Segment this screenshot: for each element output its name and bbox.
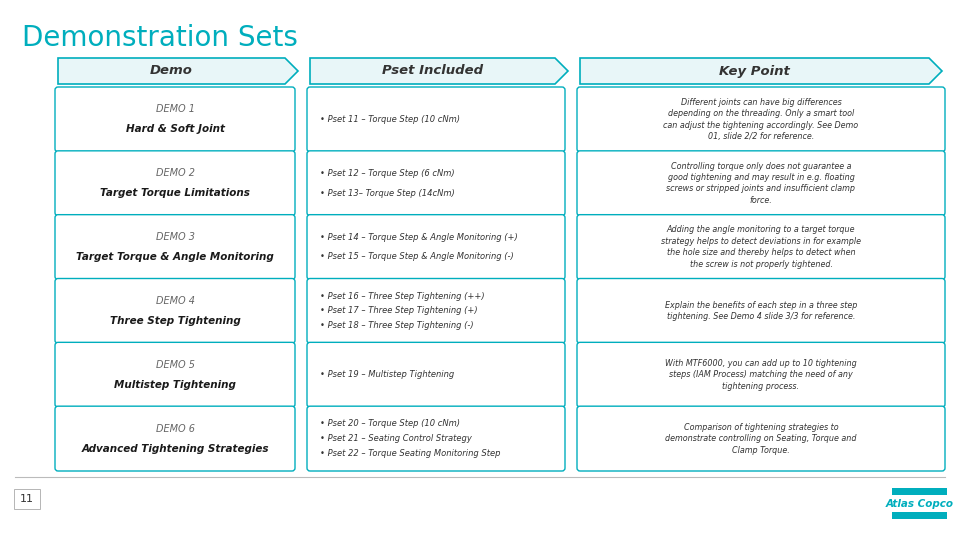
FancyBboxPatch shape [307, 151, 565, 215]
Text: • Pset 15 – Torque Step & Angle Monitoring (-): • Pset 15 – Torque Step & Angle Monitori… [320, 252, 514, 261]
FancyBboxPatch shape [892, 488, 947, 495]
Text: • Pset 22 – Torque Seating Monitoring Step: • Pset 22 – Torque Seating Monitoring St… [320, 449, 500, 458]
Text: DEMO 5: DEMO 5 [156, 360, 195, 370]
FancyBboxPatch shape [55, 151, 295, 215]
Text: • Pset 13– Torque Step (14cNm): • Pset 13– Torque Step (14cNm) [320, 188, 455, 198]
Text: DEMO 6: DEMO 6 [156, 423, 195, 434]
Polygon shape [58, 58, 298, 84]
Text: Demo: Demo [150, 64, 193, 78]
FancyBboxPatch shape [307, 406, 565, 471]
Text: Adding the angle monitoring to a target torque
strategy helps to detect deviatio: Adding the angle monitoring to a target … [661, 225, 861, 269]
FancyBboxPatch shape [307, 279, 565, 343]
FancyBboxPatch shape [55, 215, 295, 280]
FancyBboxPatch shape [14, 489, 40, 509]
FancyBboxPatch shape [55, 279, 295, 343]
Text: Demonstration Sets: Demonstration Sets [22, 24, 298, 52]
Text: • Pset 14 – Torque Step & Angle Monitoring (+): • Pset 14 – Torque Step & Angle Monitori… [320, 233, 517, 242]
Text: • Pset 12 – Torque Step (6 cNm): • Pset 12 – Torque Step (6 cNm) [320, 169, 455, 178]
Text: • Pset 16 – Three Step Tightening (++): • Pset 16 – Three Step Tightening (++) [320, 292, 485, 301]
Text: Three Step Tightening: Three Step Tightening [109, 316, 240, 326]
Text: • Pset 20 – Torque Step (10 cNm): • Pset 20 – Torque Step (10 cNm) [320, 420, 460, 428]
Text: • Pset 18 – Three Step Tightening (-): • Pset 18 – Three Step Tightening (-) [320, 321, 473, 330]
Text: Controlling torque only does not guarantee a
good tightening and may result in e: Controlling torque only does not guarant… [666, 161, 855, 205]
Text: DEMO 1: DEMO 1 [156, 104, 195, 114]
Text: • Pset 19 – Multistep Tightening: • Pset 19 – Multistep Tightening [320, 370, 454, 379]
FancyBboxPatch shape [55, 342, 295, 407]
Text: Atlas Copco: Atlas Copco [885, 499, 953, 509]
Text: 11: 11 [20, 494, 34, 504]
Text: DEMO 2: DEMO 2 [156, 168, 195, 178]
Text: • Pset 17 – Three Step Tightening (+): • Pset 17 – Three Step Tightening (+) [320, 306, 478, 315]
Text: DEMO 3: DEMO 3 [156, 232, 195, 242]
Text: • Pset 21 – Seating Control Strategy: • Pset 21 – Seating Control Strategy [320, 434, 472, 443]
Text: Target Torque Limitations: Target Torque Limitations [100, 188, 250, 198]
Text: Target Torque & Angle Monitoring: Target Torque & Angle Monitoring [76, 252, 274, 262]
FancyBboxPatch shape [892, 512, 947, 519]
FancyBboxPatch shape [307, 215, 565, 280]
FancyBboxPatch shape [577, 406, 945, 471]
Polygon shape [310, 58, 568, 84]
Text: Multistep Tightening: Multistep Tightening [114, 380, 236, 390]
Text: Explain the benefits of each step in a three step
tightening. See Demo 4 slide 3: Explain the benefits of each step in a t… [665, 301, 857, 321]
FancyBboxPatch shape [577, 151, 945, 215]
FancyBboxPatch shape [307, 87, 565, 152]
Text: Hard & Soft Joint: Hard & Soft Joint [126, 124, 225, 134]
Text: With MTF6000, you can add up to 10 tightening
steps (IAM Process) matching the n: With MTF6000, you can add up to 10 tight… [665, 359, 857, 391]
Text: Comparison of tightening strategies to
demonstrate controlling on Seating, Torqu: Comparison of tightening strategies to d… [665, 423, 856, 455]
FancyBboxPatch shape [577, 215, 945, 280]
FancyBboxPatch shape [55, 87, 295, 152]
Text: • Pset 11 – Torque Step (10 cNm): • Pset 11 – Torque Step (10 cNm) [320, 115, 460, 124]
Text: Different joints can have big differences
depending on the threading. Only a sma: Different joints can have big difference… [663, 98, 858, 141]
Text: Key Point: Key Point [719, 64, 790, 78]
FancyBboxPatch shape [577, 279, 945, 343]
Text: Advanced Tightening Strategies: Advanced Tightening Strategies [82, 443, 269, 454]
Text: Pset Included: Pset Included [382, 64, 483, 78]
Polygon shape [580, 58, 942, 84]
FancyBboxPatch shape [55, 406, 295, 471]
Text: DEMO 4: DEMO 4 [156, 296, 195, 306]
FancyBboxPatch shape [307, 342, 565, 407]
FancyBboxPatch shape [577, 87, 945, 152]
FancyBboxPatch shape [577, 342, 945, 407]
